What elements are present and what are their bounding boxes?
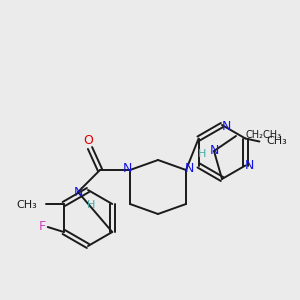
Text: N: N — [209, 145, 219, 158]
Text: O: O — [83, 134, 93, 148]
Text: CH₃: CH₃ — [266, 136, 287, 146]
Text: N: N — [221, 119, 231, 133]
Text: CH₂CH₃: CH₂CH₃ — [246, 130, 282, 140]
Text: H: H — [198, 149, 206, 159]
Text: H: H — [87, 200, 95, 210]
Text: N: N — [245, 159, 254, 172]
Text: F: F — [39, 220, 46, 232]
Text: CH₃: CH₃ — [16, 200, 37, 210]
Text: N: N — [122, 163, 132, 176]
Text: N: N — [184, 163, 194, 176]
Text: N: N — [73, 187, 83, 200]
